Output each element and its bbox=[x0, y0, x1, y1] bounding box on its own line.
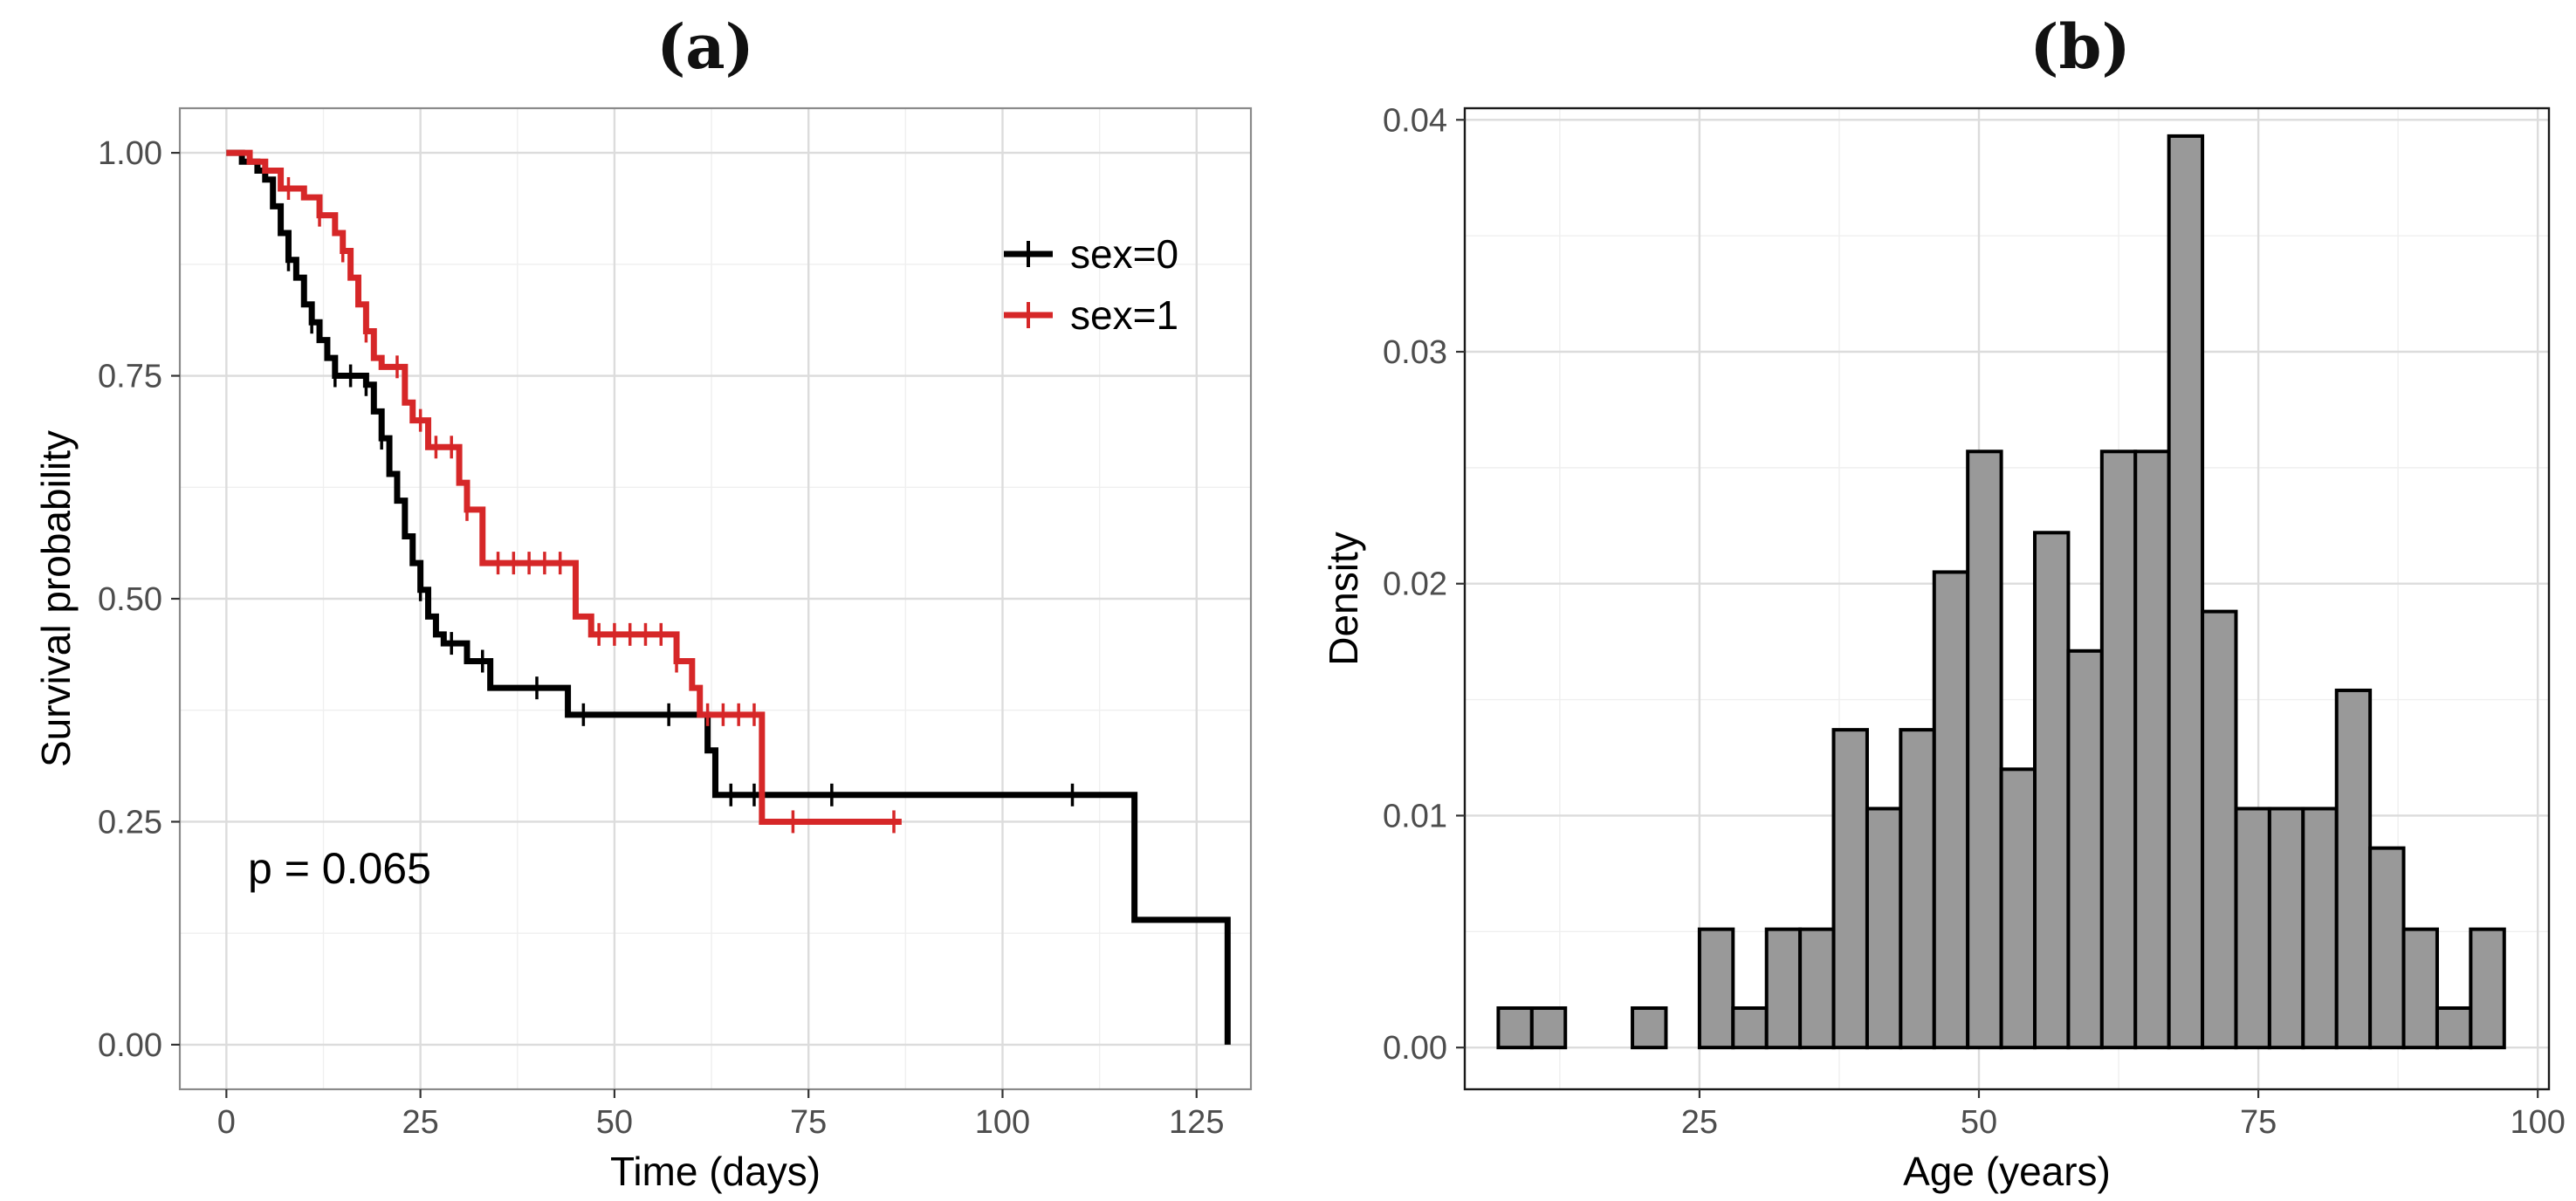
survival-y-axis-title: Survival probability bbox=[33, 430, 79, 767]
survival-grid bbox=[180, 108, 1251, 1089]
y-tick-label: 0.04 bbox=[1383, 102, 1447, 139]
histogram-bar bbox=[1899, 728, 1936, 1050]
histogram-bar bbox=[1831, 728, 1869, 1050]
histogram-bar bbox=[1496, 1005, 1534, 1050]
y-tick-label: 0.02 bbox=[1383, 566, 1447, 603]
y-tick-label: 0.00 bbox=[98, 1027, 162, 1064]
histogram-bar bbox=[2099, 450, 2138, 1050]
age-histogram: (b) 25 50 75 100 0.00 0.01 0.02 0.03 0.04 Age (y… bbox=[1321, 10, 2566, 1194]
histogram-bar bbox=[2267, 806, 2305, 1050]
histogram-bar bbox=[1966, 450, 2003, 1050]
histogram-bar bbox=[2435, 1005, 2473, 1050]
y-tick-label: 0.25 bbox=[98, 804, 162, 841]
histogram-bar bbox=[2234, 806, 2271, 1050]
histogram-bar bbox=[1798, 927, 1836, 1050]
x-tick-label: 0 bbox=[217, 1104, 236, 1141]
x-tick-label: 125 bbox=[1169, 1104, 1224, 1141]
y-tick-label: 0.00 bbox=[1383, 1030, 1447, 1067]
x-tick-label: 25 bbox=[1681, 1104, 1718, 1141]
histogram-bar bbox=[2133, 450, 2171, 1050]
histogram-bar bbox=[1731, 1005, 1769, 1050]
x-tick-label: 100 bbox=[975, 1104, 1030, 1141]
y-tick-label: 0.50 bbox=[98, 581, 162, 618]
histogram-bar bbox=[1631, 1005, 1668, 1050]
panel-a-title: (a) bbox=[656, 10, 754, 83]
histogram-x-axis-title: Age (years) bbox=[1903, 1149, 2111, 1194]
histogram-axis-ticks: 25 50 75 100 0.00 0.01 0.02 0.03 0.04 bbox=[1383, 102, 2566, 1141]
histogram-bar bbox=[2368, 846, 2406, 1050]
y-tick-label: 1.00 bbox=[98, 135, 162, 172]
histogram-bar bbox=[2401, 927, 2439, 1050]
legend-label: sex=0 bbox=[1070, 231, 1178, 277]
histogram-bar bbox=[1999, 767, 2037, 1050]
histogram-bar bbox=[2334, 688, 2373, 1050]
y-tick-label: 0.75 bbox=[98, 359, 162, 395]
histogram-bar bbox=[2201, 609, 2238, 1050]
histogram-bar bbox=[1697, 927, 1735, 1050]
x-tick-label: 50 bbox=[1961, 1104, 1997, 1141]
histogram-bar bbox=[2066, 649, 2104, 1050]
survival-series bbox=[226, 149, 1231, 1045]
histogram-bar bbox=[2033, 531, 2071, 1050]
y-tick-label: 0.03 bbox=[1383, 334, 1447, 371]
histogram-bar bbox=[1865, 806, 1903, 1050]
survival-chart: (a) 0 25 50 75 100 125 0.00 0.25 0.50 0.75 1.00 Ti… bbox=[33, 10, 1253, 1194]
histogram-y-axis-title: Density bbox=[1321, 532, 1366, 665]
panel-b-title: (b) bbox=[2030, 10, 2130, 83]
x-tick-label: 50 bbox=[596, 1104, 633, 1141]
histogram-bar bbox=[1932, 570, 1970, 1050]
histogram-bar bbox=[2301, 806, 2339, 1050]
survival-axis-ticks: 0 25 50 75 100 125 0.00 0.25 0.50 0.75 1.00 bbox=[98, 135, 1224, 1141]
histogram-plot-frame bbox=[1463, 106, 2551, 1091]
histogram-bar bbox=[2469, 927, 2506, 1050]
histogram-bar bbox=[1529, 1005, 1568, 1050]
histogram-bar bbox=[2167, 134, 2205, 1050]
x-tick-label: 25 bbox=[402, 1104, 438, 1141]
histogram-bar bbox=[1764, 927, 1803, 1050]
x-tick-label: 75 bbox=[790, 1104, 827, 1141]
legend-label: sex=1 bbox=[1070, 292, 1178, 338]
p-value-annotation: p = 0.065 bbox=[248, 844, 431, 893]
y-tick-label: 0.01 bbox=[1383, 798, 1447, 834]
survival-legend: sex=0 sex=1 bbox=[1004, 231, 1178, 338]
x-tick-label: 100 bbox=[2510, 1104, 2565, 1141]
survival-x-axis-title: Time (days) bbox=[610, 1149, 821, 1194]
x-tick-label: 75 bbox=[2240, 1104, 2277, 1141]
histogram-bars bbox=[1496, 134, 2506, 1050]
